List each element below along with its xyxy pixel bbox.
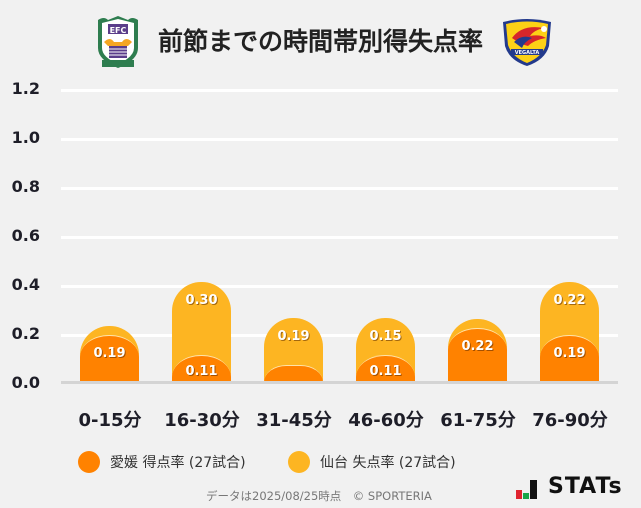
bar-ehime-scored[interactable]	[80, 335, 139, 382]
bar-value-label: 0.22	[461, 339, 494, 355]
vegalta-sendai-crest-icon: VEGALTA	[500, 16, 554, 68]
bar-value-label: 0.11	[369, 363, 402, 379]
bar-group[interactable]: 0.30 0.11	[172, 281, 231, 382]
legend-label: 愛媛 得点率 (27試合)	[110, 455, 246, 471]
x-tick-label: 61-75分	[440, 410, 516, 431]
y-tick-label: 1.0	[11, 128, 40, 147]
bar-value-label: 0.30	[185, 292, 218, 308]
bar-group[interactable]: 0.22	[448, 319, 507, 382]
x-tick-label: 16-30分	[164, 410, 240, 431]
gridline	[61, 236, 618, 239]
x-tick-label: 46-60分	[348, 410, 424, 431]
gridline	[61, 285, 618, 288]
bar-value-label: 0.15	[369, 329, 402, 345]
y-tick-label: 0.2	[11, 324, 40, 343]
gridline	[61, 334, 618, 337]
bar-value-label: 0.19	[553, 346, 586, 362]
svg-text:EFC: EFC	[110, 26, 127, 35]
bar-group[interactable]: 0.22 0.19	[540, 281, 599, 382]
gridline	[61, 89, 618, 92]
bar-group[interactable]: 0.19	[80, 326, 139, 382]
bar-ehime-scored[interactable]	[356, 355, 415, 382]
bar-ehime-scored[interactable]	[172, 355, 231, 382]
chart-title: 前節までの時間帯別得失点率	[158, 27, 484, 56]
x-tick-label: 31-45分	[256, 410, 332, 431]
bar-group[interactable]: 0.15 0.11	[356, 318, 415, 382]
data-source-note: データは2025/08/25時点 © SPORTERIA	[206, 489, 432, 503]
y-tick-label: 1.2	[11, 79, 40, 98]
bar-ehime-scored[interactable]	[540, 335, 599, 382]
bar-value-label: 0.22	[553, 292, 586, 308]
chart-plot-area: 1.2 1.0 0.8 0.6 0.4 0.2 0.0 0.19 0.30 0.11…	[11, 79, 618, 431]
ehime-fc-crest-icon: EFC	[94, 14, 142, 70]
x-axis-baseline	[61, 381, 618, 384]
stats-brand-text: STATs	[548, 474, 623, 499]
gridline	[61, 187, 618, 190]
stats-bars-icon	[516, 480, 538, 500]
y-tick-label: 0.6	[11, 226, 40, 245]
svg-text:VEGALTA: VEGALTA	[515, 50, 540, 56]
bar-value-label: 0.11	[185, 363, 218, 379]
x-tick-label: 0-15分	[78, 410, 142, 431]
bar-ehime-scored[interactable]	[264, 364, 323, 382]
legend-swatch-icon	[288, 451, 310, 473]
legend-label: 仙台 失点率 (27試合)	[320, 455, 456, 471]
bar-value-label: 0.19	[93, 346, 126, 362]
chart-header: EFC 前節までの時間帯別得失点率 VEGALTA	[0, 0, 641, 80]
y-tick-label: 0.8	[11, 177, 40, 196]
gridline	[61, 138, 618, 141]
y-tick-label: 0.0	[11, 373, 40, 392]
bar-group[interactable]: 0.19	[264, 318, 323, 382]
bar-value-label: 0.19	[277, 329, 310, 345]
y-tick-label: 0.4	[11, 275, 40, 294]
bar-ehime-scored[interactable]	[448, 328, 507, 382]
x-tick-label: 76-90分	[532, 410, 608, 431]
legend-swatch-icon	[78, 451, 100, 473]
